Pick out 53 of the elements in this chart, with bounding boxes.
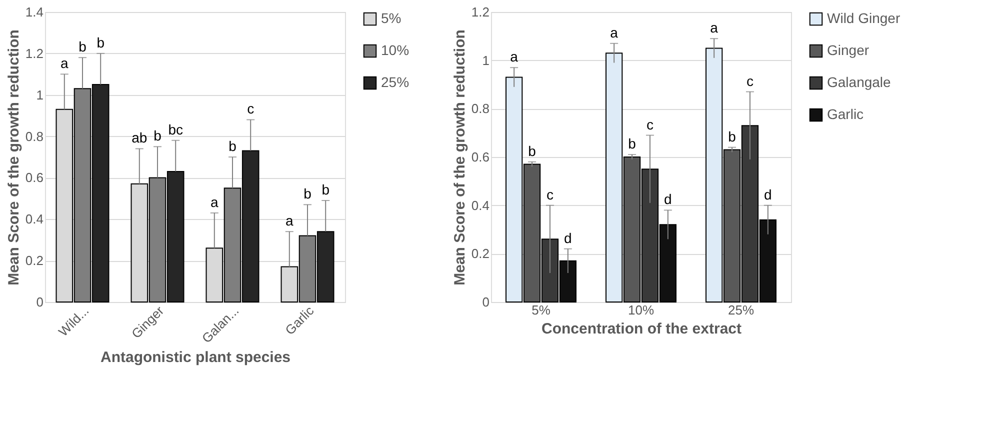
x-tick-label: 10% bbox=[628, 302, 654, 318]
data-label: a bbox=[60, 55, 68, 72]
y-tick-label: 1 bbox=[36, 87, 44, 102]
data-label: d bbox=[664, 191, 672, 208]
data-label: a bbox=[210, 194, 218, 210]
legend-label: Garlic bbox=[827, 106, 864, 122]
data-label: b bbox=[628, 136, 636, 152]
data-label: a bbox=[610, 24, 618, 40]
data-label: b bbox=[78, 38, 87, 55]
y-tick-label: 0.6 bbox=[25, 170, 44, 186]
x-axis-title: Antagonistic plant species bbox=[100, 348, 291, 366]
data-label: c bbox=[546, 186, 554, 202]
data-label: b bbox=[304, 186, 312, 202]
x-tick-label: 5% bbox=[532, 302, 551, 318]
legend-label: Ginger bbox=[827, 42, 870, 58]
y-tick-label: 0.2 bbox=[25, 253, 44, 268]
data-label: b bbox=[528, 142, 536, 159]
y-tick-label: 0 bbox=[482, 294, 490, 310]
y-tick-label: 1 bbox=[482, 52, 490, 68]
y-tick-label: 1.4 bbox=[25, 4, 44, 20]
y-tick-label: 0 bbox=[36, 294, 44, 310]
data-label: b bbox=[228, 138, 237, 154]
data-label: a bbox=[286, 212, 294, 229]
data-label: ab bbox=[132, 130, 148, 146]
y-tick-label: 0.8 bbox=[471, 101, 490, 116]
legend-label: 10% bbox=[381, 42, 410, 58]
data-label: b bbox=[96, 34, 105, 50]
legend-label: 5% bbox=[381, 10, 402, 26]
data-label: a bbox=[710, 20, 718, 36]
y-tick-label: 0.8 bbox=[25, 128, 44, 144]
data-label: b bbox=[154, 128, 162, 144]
y-tick-label: 1.2 bbox=[25, 46, 44, 61]
data-label: b bbox=[322, 182, 330, 198]
data-label: c bbox=[247, 100, 254, 117]
data-label: bc bbox=[168, 121, 183, 138]
y-tick-label: 0.2 bbox=[471, 246, 490, 262]
data-label: d bbox=[564, 230, 572, 246]
legend-label: Galangale bbox=[827, 74, 892, 90]
legend-label: 25% bbox=[381, 74, 410, 90]
data-label: c bbox=[746, 72, 754, 89]
y-axis-title: Mean Score of the growth reduction bbox=[5, 30, 22, 286]
data-label: d bbox=[764, 186, 772, 202]
y-tick-label: 0.6 bbox=[471, 150, 490, 164]
y-tick-label: 1.2 bbox=[471, 4, 490, 20]
data-label: b bbox=[728, 128, 736, 144]
y-tick-label: 0.4 bbox=[471, 198, 490, 213]
x-tick-label: 25% bbox=[728, 302, 754, 318]
y-tick-label: 0.4 bbox=[25, 212, 44, 227]
data-label: c bbox=[646, 116, 654, 132]
y-axis-title: Mean Score of the growth reduction bbox=[451, 30, 468, 286]
legend-label: Wild Ginger bbox=[827, 10, 900, 26]
x-axis-title: Concentration of the extract bbox=[541, 320, 742, 338]
data-label: a bbox=[510, 48, 518, 65]
